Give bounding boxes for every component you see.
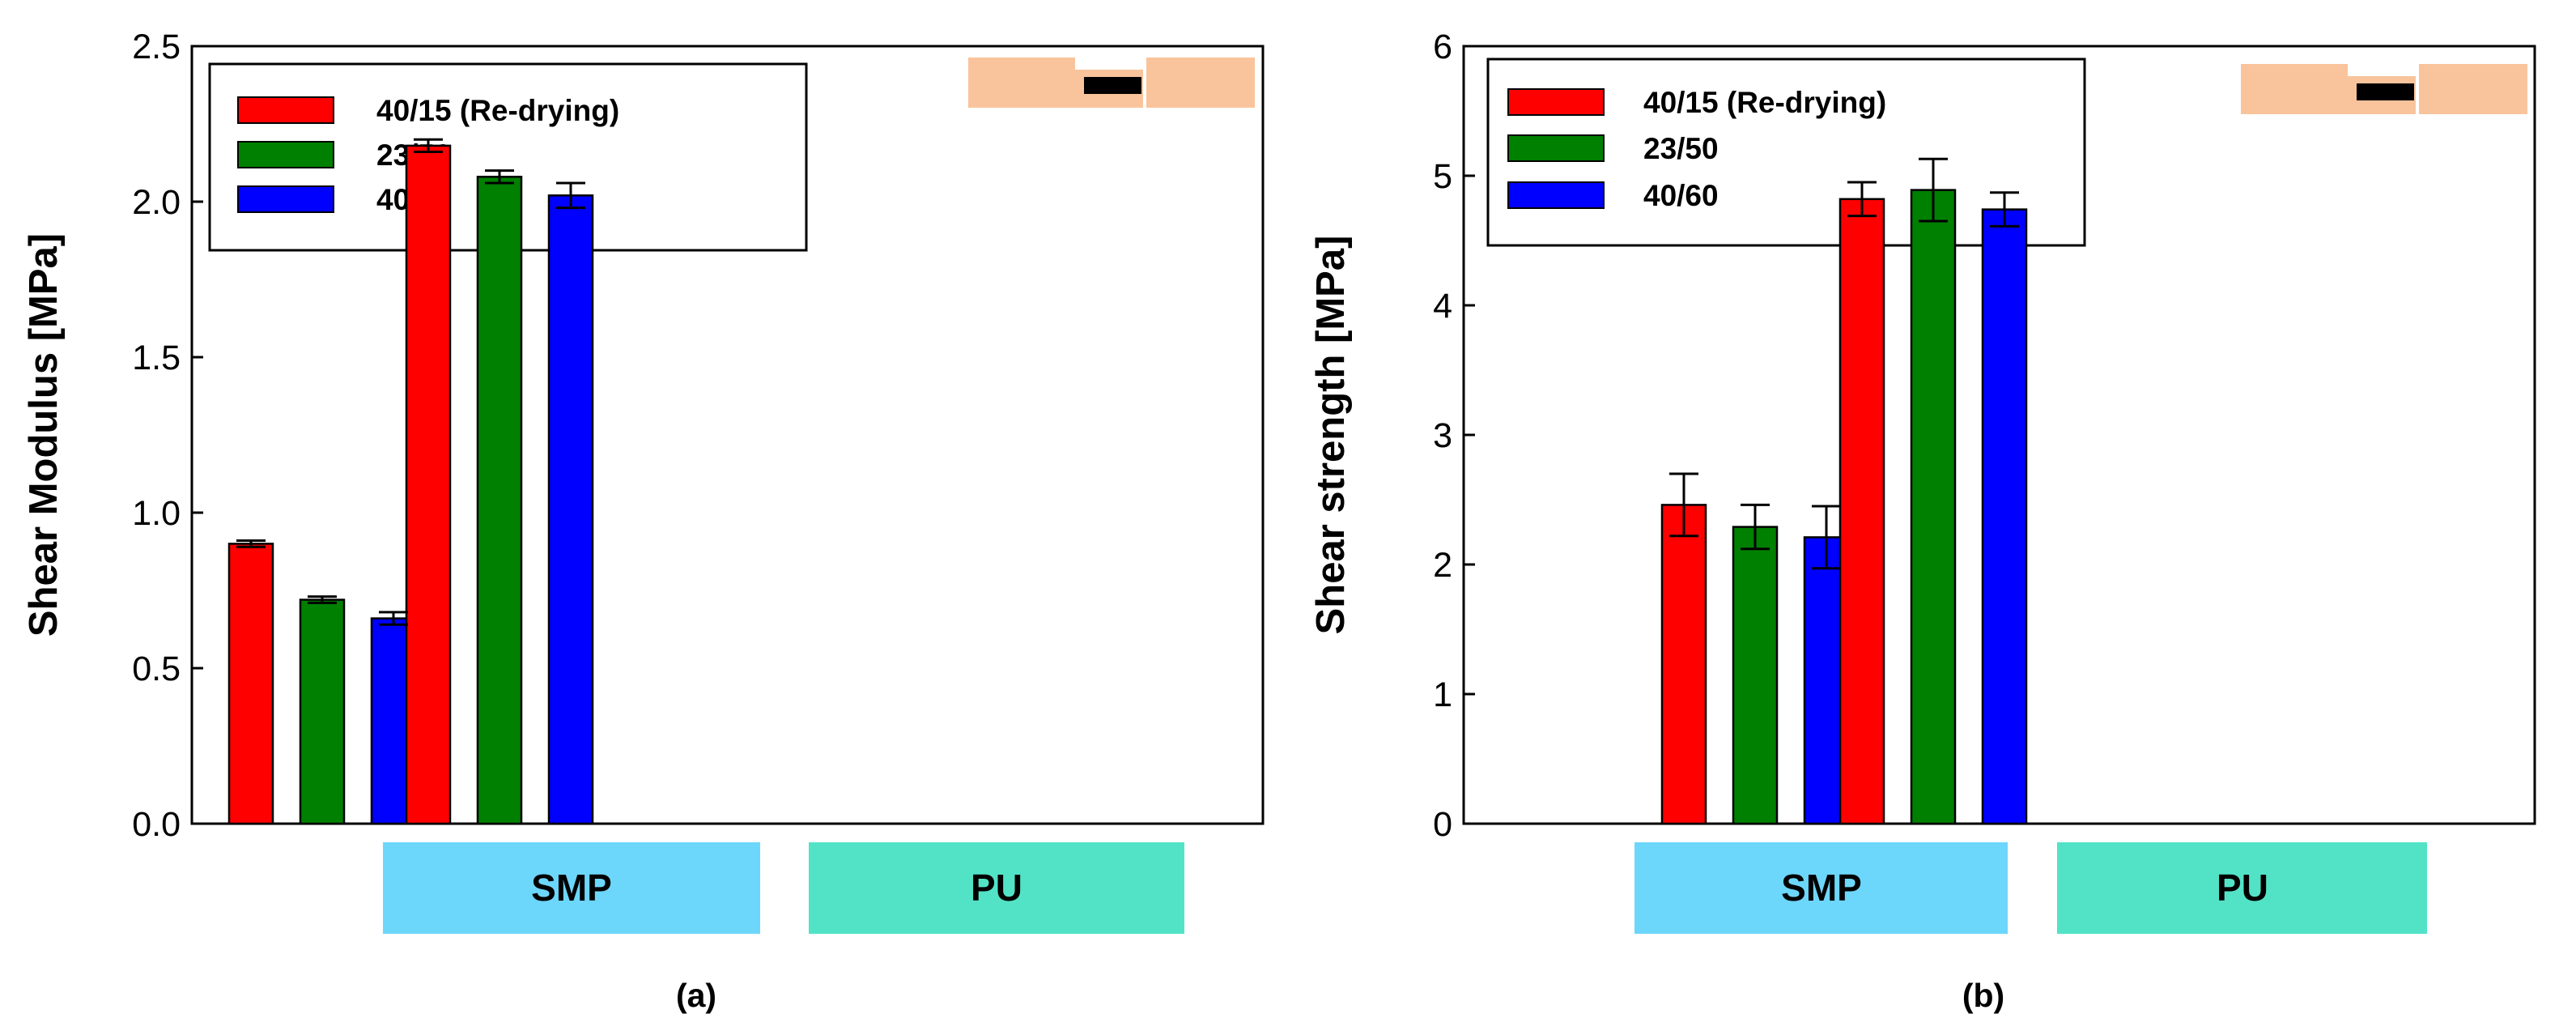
panel-a-y-ticks: 0.0 0.5 1.0 1.5 2.0 2.5 <box>132 28 203 844</box>
panel-b-plot-area: 0 1 2 3 4 5 6 40/15 (Re-drying) 23/50 40/60 <box>1433 28 2536 844</box>
panel-a-y-axis-label: Shear Modulus [MPa] <box>22 233 66 637</box>
error-bar <box>1847 181 1877 218</box>
error-bar <box>556 181 585 210</box>
y-tick-label: 6 <box>1433 28 1452 66</box>
error-bar <box>236 539 266 548</box>
y-tick-label: 4 <box>1433 287 1452 326</box>
error-bar <box>1741 503 1770 551</box>
error-bar <box>379 611 408 626</box>
panel-a-error-bars <box>236 138 585 626</box>
y-tick-label: 2.0 <box>132 183 181 222</box>
bar-pu-40-15-re-drying <box>405 144 452 825</box>
legend-swatch-23-50 <box>237 141 334 168</box>
y-tick-label: 0.5 <box>132 650 181 688</box>
legend-swatch-40-60 <box>237 185 334 213</box>
panel-b-y-ticks: 0 1 2 3 4 5 6 <box>1433 28 1475 844</box>
lap-shear-specimen-icon-b <box>2241 64 2527 114</box>
panel-a-plot-area: 0.00.51.01.52.02.5 40/15 (Re-drying) 23/… <box>132 28 1265 844</box>
panel-a-shear-modulus: 0.00.51.01.52.02.5 40/15 (Re-drying) 23/… <box>22 28 1265 1014</box>
error-bar <box>1669 472 1698 538</box>
legend-swatch-40-15-re-drying <box>237 96 334 124</box>
legend-swatch-40-60-b <box>1507 181 1605 209</box>
y-tick-label: 1 <box>1433 675 1452 714</box>
category-label-smp-a: SMP <box>531 867 612 909</box>
panel-label-a: (a) <box>676 977 716 1014</box>
legend-label-40-15-re-drying: 40/15 (Re-drying) <box>376 94 619 127</box>
legend-swatch-23-50-b <box>1507 134 1605 162</box>
y-tick-label: 3 <box>1433 416 1452 455</box>
error-bar <box>1919 157 1948 223</box>
legend-label-40-15-re-drying-b: 40/15 (Re-drying) <box>1643 86 1886 119</box>
legend-swatch-40-15-re-drying-b <box>1507 88 1605 116</box>
legend-label-40-60-b: 40/60 <box>1643 179 1719 212</box>
specimen-substrate-right-b <box>2419 64 2527 114</box>
error-bar <box>414 138 443 154</box>
category-box-smp-a <box>383 842 760 934</box>
panel-label-b: (b) <box>1962 977 2004 1014</box>
y-tick-label: 1.0 <box>132 494 181 533</box>
bar-pu-40-60-b <box>1981 208 2028 825</box>
bar-pu-23-50-b <box>1910 189 1957 825</box>
y-tick-label: 5 <box>1433 157 1452 196</box>
bar-smp-23-50 <box>299 599 346 825</box>
bar-smp-23-50-b <box>1732 526 1779 825</box>
y-tick-label: 0 <box>1433 805 1452 844</box>
error-bar <box>485 169 514 185</box>
y-tick-label: 0.0 <box>132 805 181 844</box>
panel-b-y-axis-label: Shear strength [MPa] <box>1309 236 1353 635</box>
category-box-pu-a <box>809 842 1184 934</box>
specimen-substrate-left-b <box>2241 64 2348 114</box>
bar-pu-23-50 <box>476 176 523 825</box>
error-bar <box>1990 191 2019 228</box>
specimen-adhesive-b <box>2357 83 2414 100</box>
specimen-substrate-right <box>1146 58 1255 108</box>
bar-pu-40-60 <box>547 194 594 825</box>
specimen-substrate-left <box>968 58 1075 108</box>
y-tick-label: 1.5 <box>132 339 181 377</box>
error-bar <box>308 595 337 604</box>
category-label-smp-b: SMP <box>1781 867 1862 909</box>
bar-pu-40-15-re-drying-b <box>1838 198 1885 825</box>
y-tick-label: 2 <box>1433 546 1452 585</box>
panel-b-error-bars <box>1669 157 2019 570</box>
category-box-smp-b <box>1634 842 2008 934</box>
category-box-pu-b <box>2057 842 2427 934</box>
panel-b-shear-strength: 0 1 2 3 4 5 6 40/15 (Re-drying) 23/50 40/60 <box>1309 28 2536 1014</box>
bar-smp-40-15-re-drying-b <box>1660 504 1707 825</box>
panel-a-axes-frame <box>190 45 1265 825</box>
y-tick-label: 2.5 <box>132 28 181 66</box>
category-label-pu-a: PU <box>971 867 1022 909</box>
lap-shear-specimen-icon <box>968 58 1255 108</box>
legend-label-23-50-b: 23/50 <box>1643 132 1719 165</box>
error-bar <box>1812 505 1841 570</box>
specimen-adhesive <box>1084 77 1141 94</box>
bar-smp-40-15-re-drying <box>227 543 274 825</box>
category-label-pu-b: PU <box>2217 867 2268 909</box>
